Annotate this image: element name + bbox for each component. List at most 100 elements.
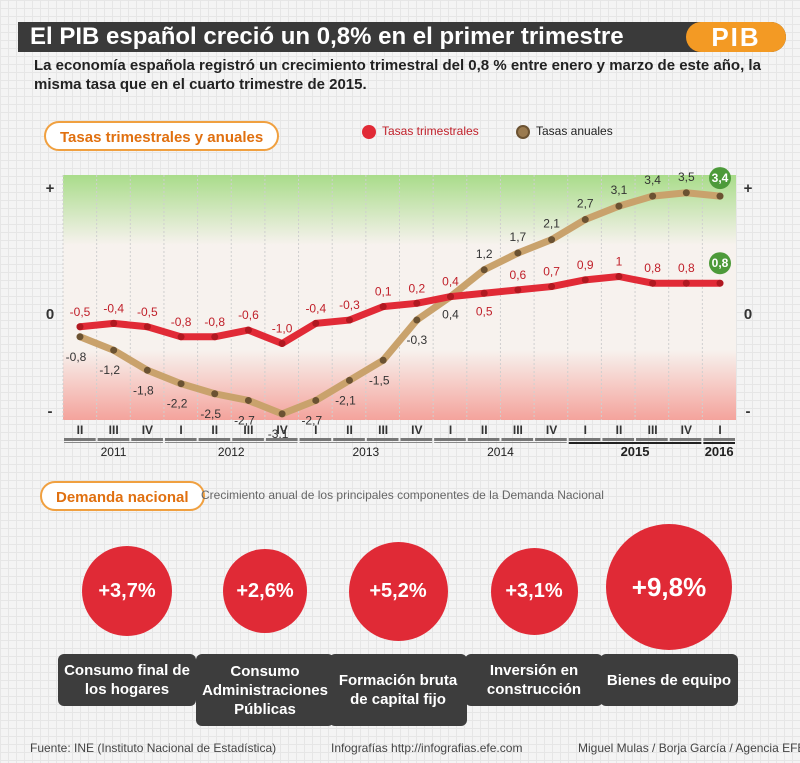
y-axis-zero-left: 0 xyxy=(46,306,54,323)
quarterly-point xyxy=(581,276,589,284)
annual-point xyxy=(480,266,488,274)
y-axis-plus-right: + xyxy=(744,180,753,197)
quarterly-point xyxy=(480,289,488,297)
quarter-bar xyxy=(400,438,433,441)
annual-series-line xyxy=(76,189,724,418)
quarter-label: III xyxy=(513,423,523,437)
quarterly-data-label: -0,8 xyxy=(204,315,225,329)
quarterly-data-label: -0,5 xyxy=(70,305,91,319)
quarter-bar xyxy=(131,438,163,441)
legend-quarterly-swatch xyxy=(362,124,376,139)
quarter-label: I xyxy=(718,423,721,437)
demand-bubble: +3,7% xyxy=(82,546,172,636)
quarter-label: II xyxy=(616,423,623,437)
footer-source: Fuente: INE (Instituto Nacional de Estad… xyxy=(30,741,277,755)
page-subtitle: La economía española registró un crecimi… xyxy=(34,57,761,93)
quarterly-point xyxy=(76,323,84,331)
annual-data-label: -2,7 xyxy=(234,413,255,427)
year-bar xyxy=(64,442,163,443)
quarter-label: I xyxy=(449,423,452,437)
quarter-label: IV xyxy=(411,423,422,437)
page-title: El PIB español creció un 0,8% en el prim… xyxy=(30,23,624,50)
year-label: 2016 xyxy=(705,444,734,459)
annual-data-label: -1,8 xyxy=(133,383,154,397)
demand-component-label: Inversión en construcción xyxy=(465,654,603,706)
y-axis-minus-left: - xyxy=(48,403,53,420)
annual-data-label: 2,7 xyxy=(577,197,594,211)
demand-section-subtitle: Crecimiento anual de los principales com… xyxy=(201,488,604,502)
annual-data-label: 0,4 xyxy=(442,308,459,322)
quarter-bar xyxy=(669,438,702,441)
quarterly-point xyxy=(682,279,690,287)
annual-point xyxy=(548,236,556,244)
annual-point xyxy=(581,216,589,224)
annual-data-label: 3,1 xyxy=(611,183,628,197)
demand-section-label: Demanda nacional xyxy=(40,481,205,511)
annual-data-label: -2,2 xyxy=(167,397,188,411)
quarter-bar xyxy=(265,438,298,441)
year-bar xyxy=(299,442,433,443)
annual-data-label: -2,5 xyxy=(200,407,221,421)
quarterly-data-label: 0,1 xyxy=(375,285,392,299)
quarter-bar xyxy=(299,438,332,441)
quarterly-point xyxy=(548,283,556,291)
quarterly-point xyxy=(244,326,252,334)
quarter-bar xyxy=(636,438,668,441)
gdp-line-chart: +0-+0- -0,8-1,2-1,8-2,2-2,5 -2,7-3,1-2,7-… xyxy=(46,167,753,459)
demand-component-label: Consumo Administraciones Públicas xyxy=(196,654,334,726)
quarterly-data-label: -0,5 xyxy=(137,305,158,319)
annual-data-label: -0,3 xyxy=(406,333,427,347)
legend-annual-swatch xyxy=(516,124,530,139)
annual-point xyxy=(615,202,623,210)
quarter-bar xyxy=(467,438,500,441)
chart-section-label: Tasas trimestrales y anuales xyxy=(44,121,280,151)
demand-value: +3,1% xyxy=(505,579,563,602)
annual-data-label: 1,7 xyxy=(510,230,527,244)
quarterly-data-label: 0,8 xyxy=(712,256,729,270)
annual-data-label: 1,2 xyxy=(476,247,493,261)
quarterly-data-label: 1 xyxy=(616,255,623,269)
annual-data-label: -2,1 xyxy=(335,393,356,407)
quarterly-point xyxy=(278,340,286,347)
quarter-label: I xyxy=(314,423,317,437)
quarter-bar xyxy=(568,438,601,441)
annual-point xyxy=(143,366,151,374)
annual-point xyxy=(177,380,185,388)
annual-data-label: -0,8 xyxy=(66,350,87,364)
footer-authors: Miguel Mulas / Borja García / Agencia EF… xyxy=(578,741,800,755)
year-bar xyxy=(434,442,567,443)
year-label: 2015 xyxy=(621,444,650,459)
legend-quarterly: Tasas trimestrales xyxy=(362,124,479,139)
annual-point xyxy=(413,316,421,324)
quarterly-point xyxy=(211,333,219,341)
quarterly-data-label: -0,6 xyxy=(238,308,259,322)
quarterly-data-label: -0,4 xyxy=(103,301,124,315)
quarter-label: I xyxy=(584,423,587,437)
year-bar xyxy=(164,442,298,443)
quarterly-data-label: -0,4 xyxy=(305,301,326,315)
quarter-label: II xyxy=(211,423,218,437)
demand-value: +3,7% xyxy=(98,579,156,602)
quarterly-data-label: 0,8 xyxy=(644,261,661,275)
y-axis-zero-right: 0 xyxy=(744,306,752,323)
annual-data-label: -1,2 xyxy=(99,363,120,377)
year-label: 2014 xyxy=(487,445,514,459)
annual-data-label: -2,7 xyxy=(301,413,322,427)
demand-component-label: Bienes de equipo xyxy=(600,654,738,706)
demand-bubble: +9,8% xyxy=(606,524,732,650)
annual-point xyxy=(379,356,387,364)
quarter-label: I xyxy=(179,423,182,437)
annual-point xyxy=(110,346,118,354)
annual-data-label: 3,4 xyxy=(712,171,729,185)
quarterly-point xyxy=(649,279,657,287)
quarter-bar xyxy=(535,438,567,441)
quarter-label: IV xyxy=(276,423,287,437)
footer-credit: Infografías http://infografias.efe.com xyxy=(331,741,523,755)
annual-point xyxy=(211,390,219,398)
quarterly-point xyxy=(615,273,623,280)
year-bar xyxy=(703,442,735,444)
quarter-bar xyxy=(434,438,466,441)
quarter-bar xyxy=(198,438,231,441)
quarterly-data-label: 0,8 xyxy=(678,261,695,275)
annual-data-label: 3,4 xyxy=(644,173,661,187)
